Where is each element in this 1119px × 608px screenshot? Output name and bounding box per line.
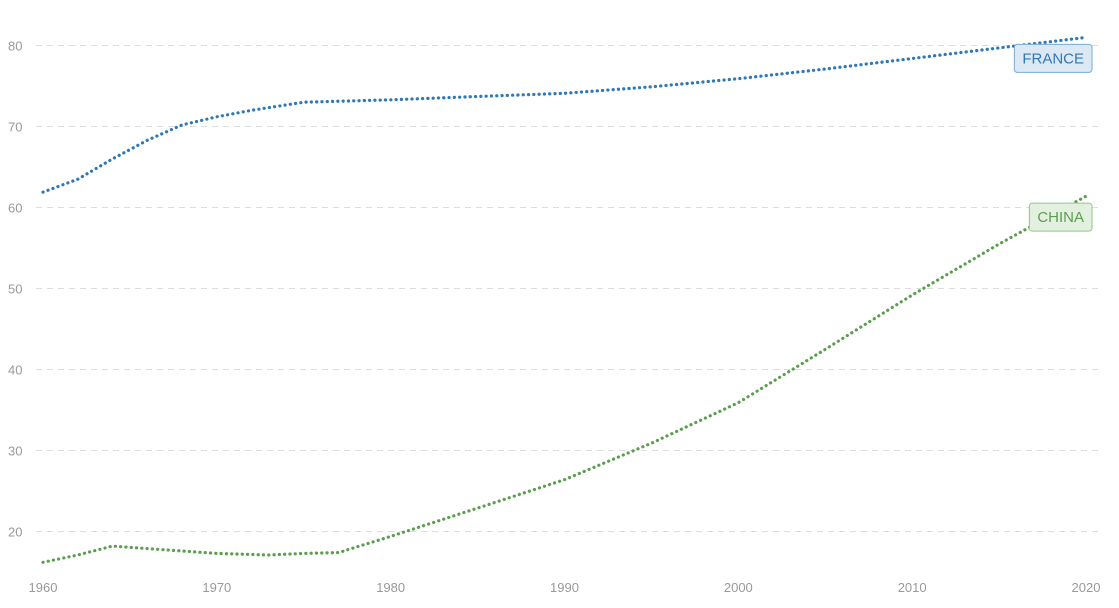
series-label-box [1028,202,1093,232]
y-tick-label: 50 [8,282,22,297]
series-label-china: CHINA [1028,202,1093,232]
series-line-china [41,194,1088,564]
y-axis-tick-labels: 20 30 40 50 60 70 80 [8,39,22,540]
x-tick-label: 1990 [550,580,579,595]
series-label-box [1013,43,1093,73]
grid-lines [36,45,1100,533]
series-label-france: FRANCE [1013,43,1093,73]
x-tick-label: 1980 [376,580,405,595]
y-tick-label: 40 [8,363,22,378]
series-label-text: CHINA [1037,209,1084,226]
series-line-france [41,35,1088,194]
x-tick-label: 2020 [1072,580,1101,595]
x-tick-label: 2010 [898,580,927,595]
y-tick-label: 30 [8,444,22,459]
x-tick-label: 1960 [29,580,58,595]
x-axis-tick-labels: 1960 1970 1980 1990 2000 2010 2020 [29,580,1101,595]
series-label-text: FRANCE [1022,50,1084,67]
x-tick-label: 1970 [202,580,231,595]
series-lines [41,35,1088,564]
series-labels: FRANCE CHINA [1013,43,1093,232]
y-tick-label: 20 [8,525,22,540]
y-tick-label: 80 [8,39,22,54]
y-tick-label: 70 [8,120,22,135]
x-tick-label: 2000 [724,580,753,595]
y-tick-label: 60 [8,201,22,216]
